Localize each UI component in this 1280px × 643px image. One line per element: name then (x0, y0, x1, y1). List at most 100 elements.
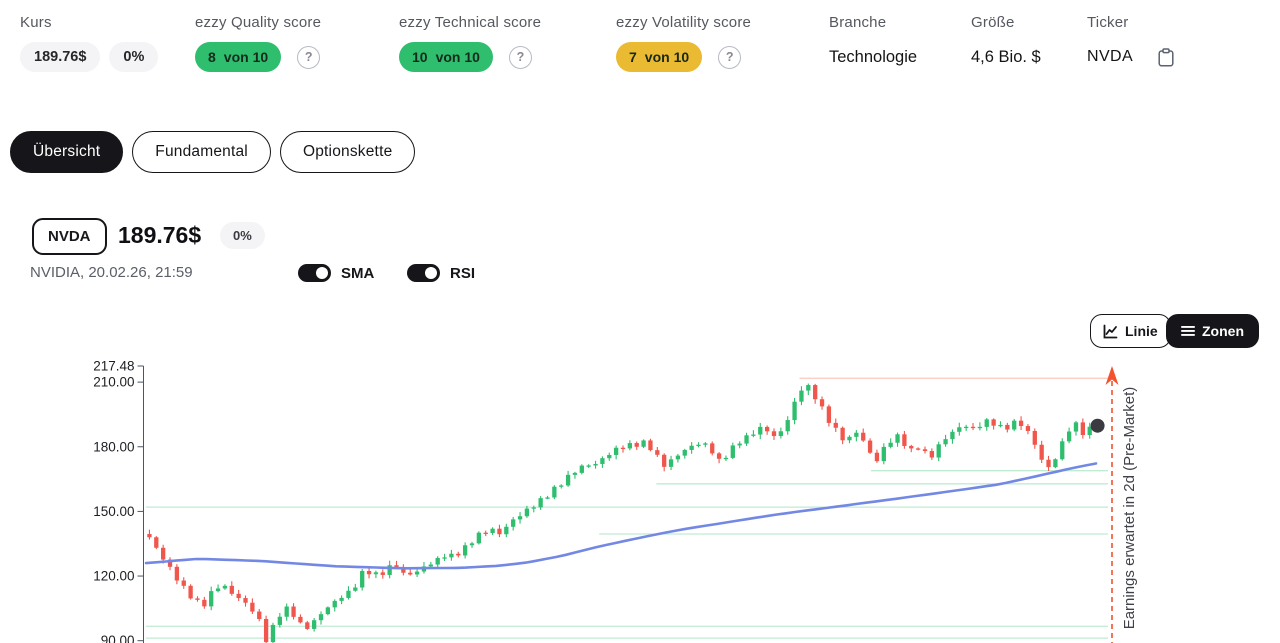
candle-body (909, 445, 914, 449)
candle-body (476, 532, 482, 544)
last-price-marker[interactable] (1090, 418, 1105, 433)
score-value: 8 (208, 49, 216, 65)
line-button-label: Linie (1125, 323, 1158, 339)
candle-body (243, 598, 248, 603)
score-badge: 10 von 10 (399, 42, 493, 72)
candle-body (469, 543, 475, 546)
candle-body (387, 565, 392, 575)
candle-body (1005, 424, 1010, 430)
stat-kurs: Kurs 189.76$ 0% (20, 14, 159, 72)
candle-body (593, 463, 598, 466)
candle-body (346, 590, 351, 598)
candle-body (833, 422, 838, 428)
symbol-subtitle: NVIDIA, 20.02.26, 21:59 (30, 264, 193, 281)
stat-value: Technologie (829, 47, 918, 66)
candle-body (394, 565, 399, 567)
candle-body (1060, 441, 1065, 460)
help-icon[interactable]: ? (718, 45, 742, 69)
candle-body (483, 532, 488, 534)
candle-body (305, 622, 310, 629)
toggle-knob (425, 267, 437, 279)
stat-value: 4,6 Bio. $ (971, 47, 1041, 66)
stat-label: Kurs (20, 14, 52, 31)
stat-label: ezzy Quality score (195, 14, 322, 31)
candle-body (332, 600, 337, 608)
candle-body (277, 616, 282, 625)
candle-body (792, 401, 797, 421)
candle-body (867, 440, 873, 453)
candle-body (490, 528, 495, 534)
candle-body (613, 447, 619, 455)
candle-body (888, 442, 893, 447)
stat-label: ezzy Technical score (399, 14, 542, 31)
candle-body (174, 566, 180, 581)
candle-body (751, 434, 756, 436)
candle-body (373, 572, 379, 575)
candle-body (819, 399, 825, 407)
candle-body (1025, 426, 1031, 431)
stat-values: 10 von 10? (399, 42, 541, 72)
candle-body (668, 459, 674, 467)
stat-label: Branche (829, 14, 887, 31)
rsi-toggle[interactable]: RSI (407, 264, 475, 282)
candle-body (209, 591, 214, 607)
candle-body (586, 465, 591, 467)
zones-button[interactable]: Zonen (1166, 314, 1259, 348)
candle-body (641, 440, 646, 447)
y-axis-label: 217.48 (93, 360, 134, 374)
candle-body (634, 443, 639, 447)
stat-values: NVDA (1087, 42, 1174, 72)
tabs-row: Übersicht Fundamental Optionskette (10, 131, 416, 173)
candle-body (675, 455, 681, 460)
candle-body (902, 434, 907, 446)
candle-body (565, 474, 571, 486)
candle-body (840, 427, 845, 441)
candle-body (696, 444, 701, 447)
y-axis-label: 210.00 (93, 375, 134, 390)
tab-optionskette[interactable]: Optionskette (279, 131, 416, 173)
stat-values: 8 von 10? (195, 42, 321, 72)
help-icon[interactable]: ? (297, 45, 321, 69)
candle-body (1012, 420, 1017, 430)
stat-label: ezzy Volatility score (616, 14, 752, 31)
sma-toggle[interactable]: SMA (298, 264, 374, 282)
candle-body (188, 585, 193, 599)
candle-body (813, 385, 818, 400)
candle-body (167, 559, 173, 567)
help-icon[interactable]: ? (508, 45, 532, 69)
toggle-track[interactable] (407, 264, 440, 282)
tab-fundamental[interactable]: Fundamental (132, 131, 271, 173)
candle-body (291, 606, 296, 617)
symbol-ticker-box[interactable]: NVDA (32, 218, 107, 255)
candle-body (360, 571, 365, 588)
score-suffix: von 10 (223, 49, 269, 65)
symbol-change-badge: 0% (220, 222, 265, 249)
stat-branche: Branche Technologie (829, 14, 917, 72)
candle-body (229, 585, 234, 594)
candle-body (538, 498, 543, 508)
candle-body (257, 611, 262, 620)
candle-body (181, 580, 186, 586)
candle-body (1066, 431, 1072, 442)
zones-button-label: Zonen (1202, 323, 1244, 339)
candle-body (1053, 459, 1058, 468)
candle-body (449, 553, 454, 558)
tab-uebersicht[interactable]: Übersicht (10, 131, 124, 173)
score-suffix: von 10 (435, 49, 480, 65)
candle-body (607, 454, 612, 459)
candle-body (366, 571, 372, 575)
candle-body (1032, 430, 1037, 445)
candle-body (806, 385, 811, 391)
candle-body (380, 572, 385, 575)
earnings-arrow-icon (1105, 366, 1119, 385)
toggle-track[interactable] (298, 264, 331, 282)
candle-body (737, 443, 742, 446)
line-mode-button[interactable]: Linie (1090, 314, 1171, 348)
copy-ticker-button[interactable] (1158, 47, 1174, 67)
candle-body (881, 446, 886, 462)
candle-body (462, 545, 468, 556)
candle-body (874, 452, 880, 462)
candle-body (1073, 422, 1079, 432)
